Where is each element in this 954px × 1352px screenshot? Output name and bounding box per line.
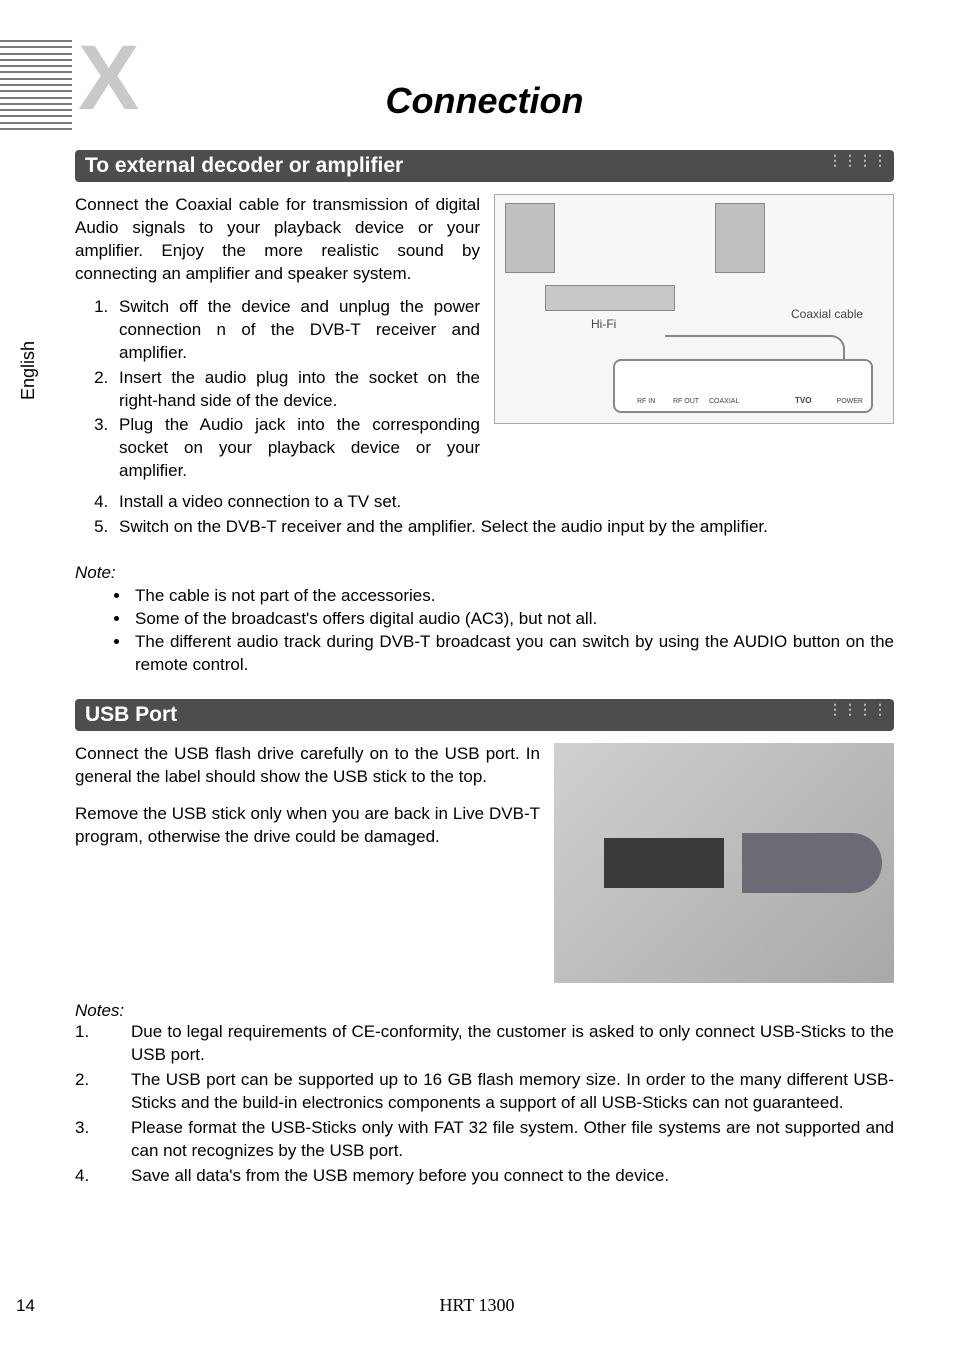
diagram-label-power: POWER bbox=[837, 398, 863, 405]
section1-notes: The cable is not part of the accessories… bbox=[75, 585, 894, 677]
footer-model: HRT 1300 bbox=[0, 1295, 954, 1316]
section2-para1: Connect the USB flash drive carefully on… bbox=[75, 743, 540, 789]
note-item: The cable is not part of the accessories… bbox=[131, 585, 894, 608]
note-item: The different audio track during DVB-T b… bbox=[131, 631, 894, 677]
chapter-title: Connection bbox=[75, 80, 894, 122]
step: Plug the Audio jack into the correspondi… bbox=[113, 414, 480, 483]
section1-steps-short: Switch off the device and unplug the pow… bbox=[75, 296, 480, 484]
section-heading-usb: USB Port ⋮⋮⋮⋮ bbox=[75, 699, 894, 731]
diagram-label-rfin: RF IN bbox=[637, 398, 655, 405]
diagram-label-tvo: TVO bbox=[795, 396, 811, 405]
page-number: 14 bbox=[16, 1296, 35, 1316]
step: Insert the audio plug into the socket on… bbox=[113, 367, 480, 413]
usb-photo bbox=[554, 743, 894, 983]
section1-steps-rest: Install a video connection to a TV set. … bbox=[75, 491, 894, 539]
diagram-label-coax: Coaxial cable bbox=[791, 307, 863, 321]
note-item: 3.Please format the USB-Sticks only with… bbox=[75, 1117, 894, 1163]
diagram-label-hifi: Hi-Fi bbox=[591, 317, 616, 331]
heading-dots-icon: ⋮⋮⋮⋮ bbox=[828, 152, 888, 169]
x-logo-mark: X bbox=[78, 42, 139, 116]
decorative-lines bbox=[0, 40, 72, 130]
step: Switch on the DVB-T receiver and the amp… bbox=[113, 516, 894, 539]
note-item: 4.Save all data's from the USB memory be… bbox=[75, 1165, 894, 1188]
diagram-label-rfout: RF OUT bbox=[673, 398, 699, 405]
section1-intro: Connect the Coaxial cable for transmissi… bbox=[75, 194, 480, 286]
diagram-label-coaxial: COAXIAL bbox=[709, 398, 739, 405]
notes2-label: Notes: bbox=[75, 1001, 894, 1021]
note-item: Some of the broadcast's offers digital a… bbox=[131, 608, 894, 631]
note-item: 2.The USB port can be supported up to 16… bbox=[75, 1069, 894, 1115]
connection-diagram: Hi-Fi Coaxial cable RF IN RF OUT COAXIAL… bbox=[494, 194, 894, 424]
step: Switch off the device and unplug the pow… bbox=[113, 296, 480, 365]
step: Install a video connection to a TV set. bbox=[113, 491, 894, 514]
heading-dots-icon: ⋮⋮⋮⋮ bbox=[828, 701, 888, 718]
section-heading-text: USB Port bbox=[85, 703, 177, 726]
section2-notes: 1.Due to legal requirements of CE-confor… bbox=[75, 1021, 894, 1188]
section2-para2: Remove the USB stick only when you are b… bbox=[75, 803, 540, 849]
note-item: 1.Due to legal requirements of CE-confor… bbox=[75, 1021, 894, 1067]
note-label: Note: bbox=[75, 563, 894, 583]
section-heading-decoder: To external decoder or amplifier ⋮⋮⋮⋮ bbox=[75, 150, 894, 182]
language-tab: English bbox=[18, 341, 39, 400]
section-heading-text: To external decoder or amplifier bbox=[85, 154, 403, 177]
